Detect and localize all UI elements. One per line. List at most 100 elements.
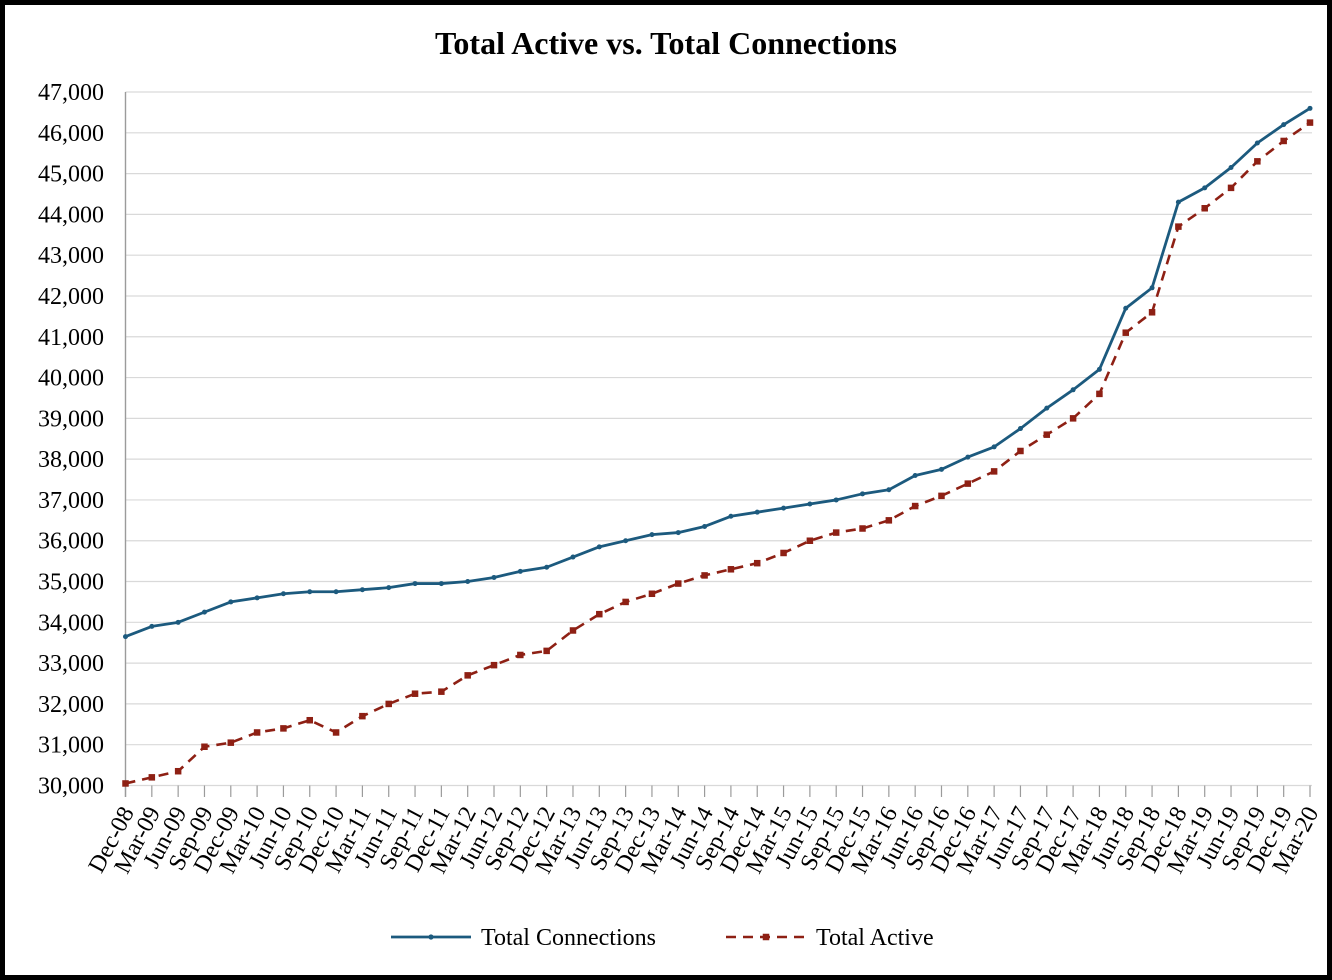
data-point-marker xyxy=(1201,205,1208,212)
data-point-marker xyxy=(1044,405,1050,411)
data-point-marker xyxy=(886,487,892,493)
data-point-marker xyxy=(543,647,550,655)
y-axis-label: 38,000 xyxy=(38,447,104,473)
legend-active-marker-icon xyxy=(762,933,770,941)
y-axis-label: 47,000 xyxy=(38,80,104,106)
data-point-marker xyxy=(175,619,181,625)
y-axis-label: 30,000 xyxy=(38,774,104,800)
data-point-marker xyxy=(411,690,419,697)
data-point-marker xyxy=(359,587,365,593)
data-point-marker xyxy=(544,564,550,570)
data-point-marker xyxy=(386,585,392,591)
data-point-marker xyxy=(1254,140,1260,146)
data-point-marker xyxy=(753,559,761,567)
data-point-marker xyxy=(622,598,629,606)
data-point-marker xyxy=(648,590,656,598)
data-point-marker xyxy=(1280,137,1287,145)
data-point-marker xyxy=(490,661,498,669)
data-point-marker xyxy=(517,651,524,659)
y-axis-label: 44,000 xyxy=(38,202,104,228)
y-axis-label: 37,000 xyxy=(38,488,104,514)
data-point-marker xyxy=(280,591,286,597)
data-point-marker xyxy=(517,568,523,574)
legend: Total Connections Total Active xyxy=(391,925,934,951)
data-point-marker xyxy=(149,623,155,629)
y-axis-label: 43,000 xyxy=(38,243,104,269)
data-point-marker xyxy=(438,581,444,587)
data-point-marker xyxy=(807,501,813,507)
data-point-marker xyxy=(991,444,997,450)
data-point-marker xyxy=(675,580,682,587)
data-point-marker xyxy=(885,517,893,524)
data-point-marker xyxy=(833,497,839,503)
data-point-marker xyxy=(174,767,182,775)
data-point-marker xyxy=(306,716,314,724)
data-point-marker xyxy=(702,523,708,529)
data-point-marker xyxy=(307,589,313,595)
data-point-marker xyxy=(727,566,735,573)
series-total-active xyxy=(122,119,1314,787)
data-point-marker xyxy=(1148,309,1156,316)
legend-connections-marker-icon xyxy=(428,934,434,940)
data-point-marker xyxy=(1096,366,1102,372)
data-point-marker xyxy=(964,480,972,487)
y-axis: 30,000 31,000 32,000 33,000 34,000 35,000 36,0… xyxy=(38,80,127,800)
data-point-marker xyxy=(1307,105,1313,111)
y-axis-label: 31,000 xyxy=(38,733,104,759)
y-axis-label: 42,000 xyxy=(38,284,104,310)
data-point-marker xyxy=(649,532,655,538)
data-point-marker xyxy=(596,610,603,618)
y-axis-label: 34,000 xyxy=(38,610,104,636)
y-axis-label: 40,000 xyxy=(38,366,104,392)
data-point-marker xyxy=(227,739,235,746)
data-point-marker xyxy=(859,525,866,532)
data-point-marker xyxy=(911,502,919,510)
data-point-marker xyxy=(1228,164,1234,170)
data-point-marker xyxy=(1043,431,1051,438)
data-point-marker xyxy=(990,468,998,475)
x-axis: Dec-08Mar-09Jun-09Sep-09Dec-09Mar-10Jun-… xyxy=(84,785,1324,878)
data-point-marker xyxy=(123,634,128,640)
series-total-connections xyxy=(123,105,1313,640)
data-point-marker xyxy=(781,505,787,511)
data-point-marker xyxy=(1254,158,1261,165)
data-point-marker xyxy=(148,774,156,781)
data-point-marker xyxy=(1017,426,1023,432)
data-point-marker xyxy=(701,572,708,579)
data-point-marker xyxy=(333,589,339,595)
data-point-marker xyxy=(201,743,208,750)
series-line xyxy=(125,121,1311,785)
data-point-marker xyxy=(728,513,734,519)
data-point-marker xyxy=(332,729,340,736)
data-point-marker xyxy=(1096,390,1103,398)
data-point-marker xyxy=(938,492,945,500)
data-point-marker xyxy=(965,454,971,460)
legend-active-label: Total Active xyxy=(816,925,934,951)
data-point-marker xyxy=(623,538,629,544)
data-point-marker xyxy=(569,627,577,634)
data-point-marker xyxy=(1017,447,1024,455)
y-axis-label: 45,000 xyxy=(38,162,104,188)
data-point-marker xyxy=(254,595,260,601)
data-point-marker xyxy=(1122,329,1129,336)
data-point-marker xyxy=(385,700,392,708)
data-point-marker xyxy=(780,549,787,557)
data-point-marker xyxy=(359,712,366,720)
data-point-marker xyxy=(438,688,445,695)
data-point-marker xyxy=(228,599,234,605)
data-point-marker xyxy=(1069,415,1077,422)
y-axis-label: 32,000 xyxy=(38,692,104,718)
data-point-marker xyxy=(280,725,287,732)
data-point-marker xyxy=(491,574,497,580)
data-point-marker xyxy=(412,581,418,587)
data-point-marker xyxy=(1227,184,1235,192)
y-axis-label: 39,000 xyxy=(38,406,104,432)
data-point-marker xyxy=(912,472,918,478)
y-axis-label: 35,000 xyxy=(38,570,104,596)
y-axis-label: 36,000 xyxy=(38,529,104,555)
data-point-marker xyxy=(675,530,681,536)
data-point-marker xyxy=(806,537,814,544)
data-point-marker xyxy=(1123,305,1129,311)
data-point-marker xyxy=(754,509,760,515)
